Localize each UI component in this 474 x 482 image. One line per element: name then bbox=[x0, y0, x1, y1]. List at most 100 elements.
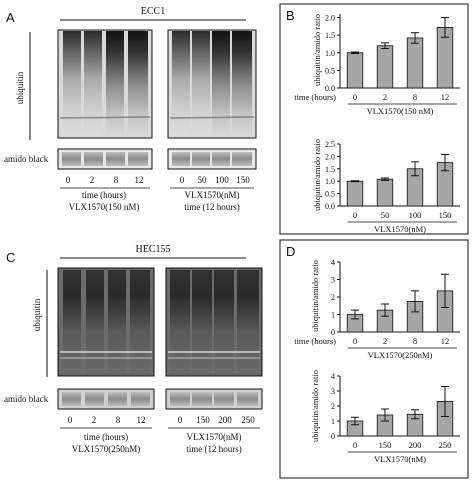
panel-a: A ECC1 ubiquitin amido black bbox=[4, 6, 257, 212]
bar bbox=[346, 180, 364, 207]
panel-c: C HEC155 ubiquitin amido black bbox=[4, 244, 263, 454]
lane-label: 150 bbox=[196, 415, 210, 425]
blot-a-right bbox=[167, 29, 257, 139]
cell-line-label-a: ECC1 bbox=[141, 6, 165, 17]
treatment-label: VLX1570(150 nM) bbox=[367, 106, 434, 116]
y-tick-label: 4 bbox=[331, 258, 335, 267]
amido-a-left bbox=[57, 148, 153, 170]
caption-a-left-2: VLX1570(150 nM) bbox=[69, 202, 140, 212]
caption-c-left-1: time (hours) bbox=[84, 432, 128, 442]
cell-line-label-c: HEC155 bbox=[136, 244, 171, 255]
amido-c-right bbox=[165, 388, 263, 410]
y-tick-label: 3 bbox=[331, 387, 335, 396]
panel-letter-c: C bbox=[6, 250, 15, 265]
x-prefix-label: time (hours) bbox=[294, 336, 336, 346]
panel-d-frame bbox=[279, 239, 469, 479]
category-label: 2 bbox=[383, 336, 387, 346]
lane-label: 0 bbox=[180, 175, 185, 185]
y-tick-label: 0.0 bbox=[325, 84, 335, 93]
ylabel-ubiquitin-c: ubiquitin bbox=[32, 298, 42, 331]
bar bbox=[376, 45, 394, 89]
y-axis-label: ubiquitin/amido ratio bbox=[310, 260, 320, 332]
blot-c-right bbox=[165, 267, 263, 377]
y-tick-label: 3 bbox=[331, 276, 335, 285]
y-tick-label: 2.0 bbox=[325, 14, 335, 23]
lane-label: 2 bbox=[90, 175, 95, 185]
y-axis-label: ubiquitin/amido ratio bbox=[312, 14, 322, 86]
y-tick-label: 1 bbox=[331, 417, 335, 426]
bar bbox=[376, 178, 394, 207]
category-label: 0 bbox=[353, 210, 357, 220]
treatment-label: VLX1570(250nM) bbox=[368, 350, 433, 360]
lane-label: 100 bbox=[215, 175, 229, 185]
lane-label: 2 bbox=[92, 415, 97, 425]
panel-letter-d: D bbox=[286, 244, 295, 259]
y-tick-label: 0.0 bbox=[325, 202, 335, 211]
y-tick-label: 1 bbox=[331, 311, 335, 320]
lane-label: 0 bbox=[178, 415, 183, 425]
y-tick-label: 0 bbox=[331, 328, 335, 337]
panel-b-frame bbox=[279, 3, 469, 235]
amido-label-c: amido black bbox=[4, 394, 49, 404]
panel-letter-b: B bbox=[286, 8, 295, 23]
y-tick-label: 2.5 bbox=[325, 140, 335, 149]
y-tick-label: 1.0 bbox=[325, 49, 335, 58]
y-axis-label: ubiquitin/amido ratio bbox=[312, 139, 322, 211]
caption-c-right-2: time (12 hours) bbox=[186, 444, 242, 454]
lane-label: 12 bbox=[137, 415, 146, 425]
bar bbox=[406, 37, 424, 89]
y-tick-label: 0.5 bbox=[325, 66, 335, 75]
lane-label: 12 bbox=[135, 175, 144, 185]
ylabel-ubiquitin-a: ubiquitin bbox=[15, 71, 25, 104]
chart-d-bottom: 0 1 2 3 4 ubiquitin/amido ratio 0 150 200 250 VLX1… bbox=[310, 370, 460, 464]
caption-c-left-2: VLX1570(250nM) bbox=[72, 444, 141, 454]
category-label: 12 bbox=[441, 336, 450, 346]
category-label: 0 bbox=[353, 92, 357, 102]
y-tick-label: 0 bbox=[331, 432, 335, 441]
amido-a-right bbox=[167, 148, 257, 170]
category-label: 150 bbox=[379, 440, 392, 450]
x-prefix-label: time (hours) bbox=[294, 92, 336, 102]
category-label: 8 bbox=[413, 92, 417, 102]
y-tick-label: 2.0 bbox=[325, 152, 335, 161]
category-label: 100 bbox=[409, 210, 422, 220]
category-label: 0 bbox=[353, 440, 357, 450]
y-tick-label: 1.0 bbox=[325, 177, 335, 186]
blot-c-left bbox=[57, 267, 155, 377]
lane-label: 50 bbox=[198, 175, 208, 185]
category-label: 0 bbox=[353, 336, 357, 346]
y-tick-label: 0.5 bbox=[325, 190, 335, 199]
y-tick-label: 1.5 bbox=[325, 31, 335, 40]
y-tick-label: 2 bbox=[331, 293, 335, 302]
y-axis-label: ubiquitin/amido ratio bbox=[310, 370, 320, 442]
lane-label: 150 bbox=[236, 175, 250, 185]
y-tick-label: 1.5 bbox=[325, 165, 335, 174]
category-label: 12 bbox=[441, 92, 450, 102]
amido-label-a: amido black bbox=[4, 154, 49, 164]
lane-label: 200 bbox=[218, 415, 232, 425]
caption-c-right-1: VLX1570(nM) bbox=[187, 432, 242, 442]
lane-label: 250 bbox=[241, 415, 255, 425]
y-tick-label: 2 bbox=[331, 402, 335, 411]
treatment-label: VLX1570(nM) bbox=[374, 224, 426, 234]
category-label: 2 bbox=[383, 92, 387, 102]
blot-a-left bbox=[57, 29, 153, 139]
panel-letter-a: A bbox=[6, 10, 15, 25]
category-label: 250 bbox=[439, 440, 452, 450]
category-label: 8 bbox=[413, 336, 417, 346]
lane-label: 8 bbox=[114, 175, 119, 185]
caption-a-right-1: VLX1570(nM) bbox=[185, 190, 240, 200]
lane-label: 0 bbox=[66, 175, 71, 185]
category-label: 200 bbox=[409, 440, 422, 450]
lane-label: 0 bbox=[68, 415, 73, 425]
caption-a-left-1: time (hours) bbox=[82, 190, 126, 200]
caption-a-right-2: time (12 hours) bbox=[184, 202, 240, 212]
lane-label: 8 bbox=[116, 415, 121, 425]
category-label: 50 bbox=[381, 210, 390, 220]
bar bbox=[346, 52, 364, 89]
amido-c-left bbox=[57, 388, 155, 410]
